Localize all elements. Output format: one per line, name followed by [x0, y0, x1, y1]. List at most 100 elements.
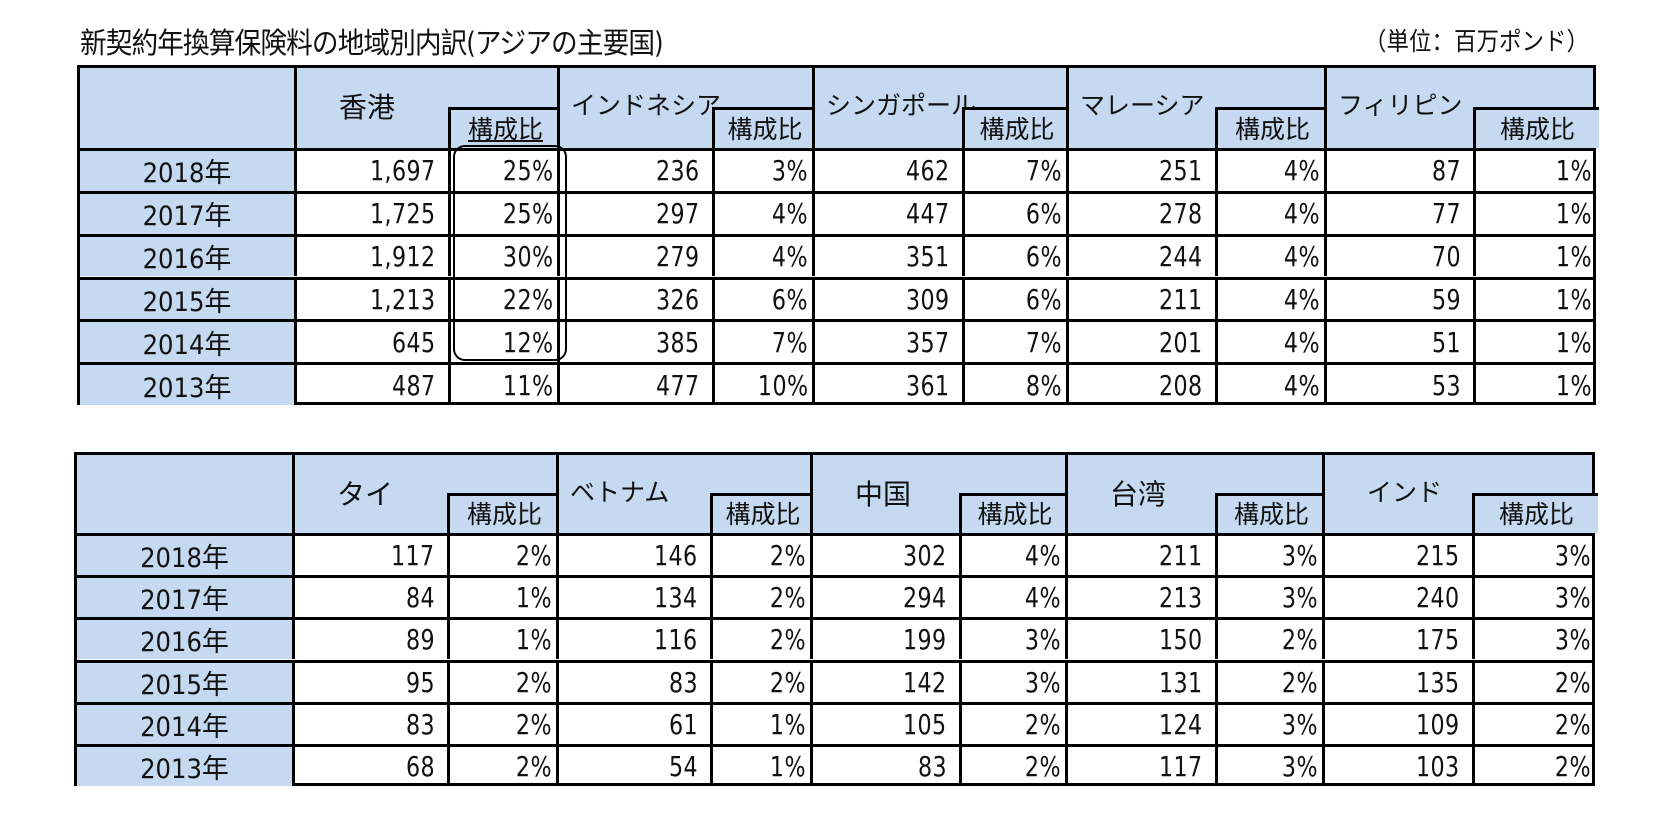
value-cell: 135: [1325, 659, 1475, 702]
ratio-cell: 1%: [1476, 362, 1596, 405]
ratio-text: 8%: [1025, 368, 1062, 402]
ratio-cell: 3%: [715, 148, 815, 191]
ratio-header: 構成比: [448, 107, 560, 148]
year-label: 2015年: [80, 276, 297, 320]
ratio-text: 3%: [1024, 665, 1061, 699]
value-text: 105: [903, 707, 947, 741]
ratio-cell: 7%: [965, 148, 1069, 191]
ratio-cell: 2%: [1218, 659, 1325, 702]
country-header: タイ: [337, 478, 394, 511]
table-asia-1: 香港 構成比 インドネシア 構成比 シンガポール 構成比 マレーシア 構成比 フィリピン 構成比 2…: [77, 65, 1599, 405]
value-cell: 89: [295, 617, 450, 660]
ratio-text: 3%: [1554, 623, 1591, 657]
ratio-cell: 4%: [1218, 319, 1327, 363]
ratio-cell: 3%: [1475, 533, 1595, 575]
ratio-text: 2%: [1281, 665, 1318, 699]
value-cell: 53: [1327, 362, 1476, 405]
value-cell: 251: [1069, 148, 1218, 191]
ratio-text: 25%: [502, 197, 553, 231]
value-cell: 297: [560, 190, 715, 234]
value-text: 385: [656, 325, 700, 359]
country-header: 香港: [339, 91, 396, 124]
ratio-cell: 2%: [450, 533, 559, 576]
value-text: 236: [656, 154, 700, 188]
country-header: シンガポール: [826, 91, 977, 120]
ratio-text: 4%: [771, 240, 808, 274]
ratio-cell: 2%: [450, 659, 559, 702]
value-text: 211: [1159, 282, 1203, 316]
value-text: 87: [1431, 154, 1461, 188]
value-text: 70: [1431, 240, 1461, 274]
ratio-text: 1%: [1555, 368, 1592, 402]
value-text: 208: [1159, 368, 1203, 402]
value-text: 61: [668, 707, 698, 741]
ratio-cell: 4%: [962, 533, 1068, 576]
value-cell: 208: [1069, 362, 1218, 405]
ratio-label: 構成比: [1499, 115, 1575, 144]
divider: [1066, 68, 1069, 151]
value-cell: 357: [815, 319, 965, 363]
value-text: 1,213: [370, 282, 436, 316]
ratio-text: 2%: [1554, 707, 1591, 741]
ratio-cell: 2%: [1475, 743, 1595, 786]
value-text: 309: [906, 282, 950, 316]
ratio-cell: 3%: [962, 617, 1068, 660]
value-text: 134: [654, 581, 698, 615]
year-label: 2014年: [80, 319, 297, 363]
value-cell: 109: [1325, 701, 1475, 744]
ratio-cell: 2%: [962, 743, 1068, 786]
country-header: ベトナム: [570, 478, 670, 507]
value-text: 95: [405, 665, 435, 699]
ratio-label: 構成比: [1498, 500, 1574, 529]
ratio-text: 1%: [769, 707, 806, 741]
ratio-cell: 30%: [451, 233, 560, 277]
country-header: フィリピン: [1338, 91, 1463, 120]
value-cell: 61: [559, 701, 713, 744]
country-header: インド: [1367, 478, 1443, 507]
ratio-cell: 4%: [1218, 148, 1327, 191]
ratio-cell: 11%: [451, 362, 560, 405]
value-cell: 294: [813, 575, 962, 618]
ratio-text: 6%: [1025, 197, 1062, 231]
ratio-text: 1%: [1555, 240, 1592, 274]
value-text: 116: [654, 623, 698, 657]
ratio-text: 6%: [1025, 282, 1062, 316]
ratio-cell: 7%: [965, 319, 1069, 363]
ratio-text: 12%: [502, 325, 553, 359]
value-cell: 240: [1325, 575, 1475, 618]
ratio-text: 3%: [1554, 539, 1591, 573]
ratio-text: 3%: [1281, 539, 1318, 573]
value-cell: 117: [295, 533, 450, 576]
value-cell: 1,725: [297, 190, 451, 234]
value-cell: 326: [560, 276, 715, 320]
ratio-text: 2%: [769, 623, 806, 657]
value-cell: 83: [813, 743, 962, 786]
ratio-text: 11%: [502, 368, 553, 402]
ratio-text: 2%: [769, 581, 806, 615]
value-text: 302: [903, 539, 947, 573]
value-text: 462: [906, 154, 950, 188]
value-text: 326: [656, 282, 700, 316]
value-text: 146: [654, 539, 698, 573]
value-text: 135: [1416, 665, 1460, 699]
ratio-text: 3%: [1554, 581, 1591, 615]
ratio-cell: 2%: [1475, 701, 1595, 744]
ratio-cell: 25%: [451, 148, 560, 191]
value-cell: 83: [295, 701, 450, 744]
ratio-cell: 2%: [450, 701, 559, 744]
ratio-cell: 25%: [451, 190, 560, 234]
ratio-text: 6%: [771, 282, 808, 316]
ratio-text: 4%: [1283, 240, 1320, 274]
ratio-text: 1%: [769, 749, 806, 783]
value-text: 199: [903, 623, 947, 657]
value-cell: 59: [1327, 276, 1476, 320]
value-cell: 1,912: [297, 233, 451, 277]
ratio-text: 4%: [1024, 539, 1061, 573]
ratio-text: 3%: [1281, 749, 1318, 783]
year-label: 2015年: [77, 659, 295, 702]
ratio-cell: 6%: [965, 190, 1069, 234]
value-text: 83: [668, 665, 698, 699]
value-text: 59: [1431, 282, 1461, 316]
ratio-cell: 3%: [1218, 575, 1325, 618]
header-row: [77, 455, 1592, 533]
